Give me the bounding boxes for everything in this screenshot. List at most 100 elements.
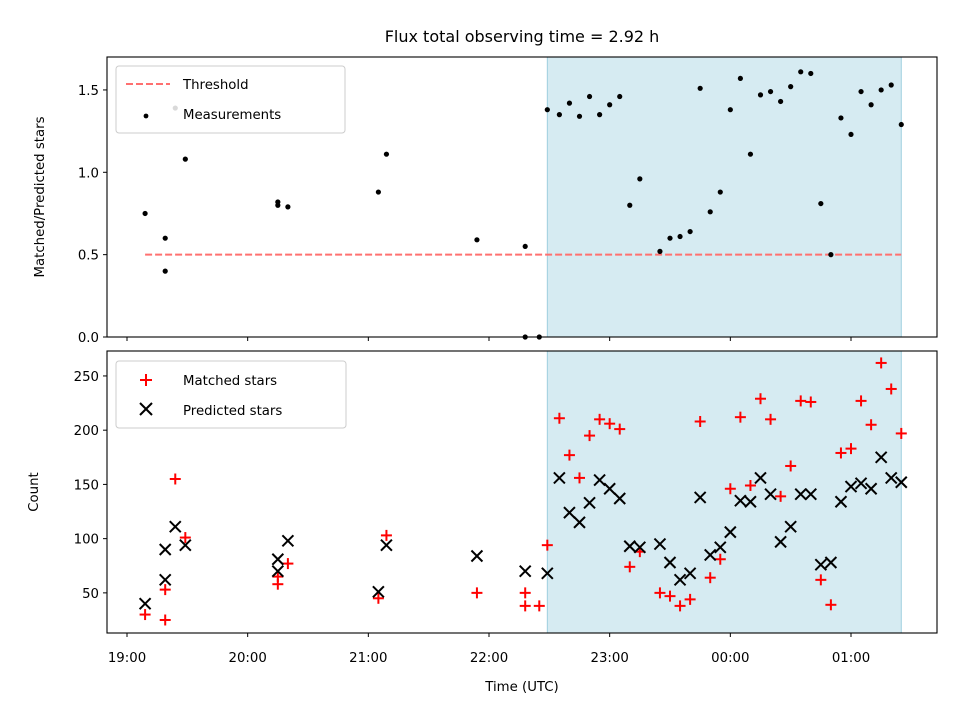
predicted-star-point (380, 538, 393, 552)
predicted-star-point (714, 541, 727, 554)
matched-star-point (563, 449, 575, 461)
matched-star-point (159, 584, 171, 596)
measurement-point (697, 85, 703, 91)
y-tick-label: 200 (74, 424, 99, 439)
measurement-point (657, 248, 663, 254)
measurement-point (727, 107, 733, 113)
predicted-star-point (895, 476, 908, 489)
predicted-star-point (764, 487, 777, 501)
measurement-point (888, 82, 894, 88)
matched-star-point (765, 413, 777, 425)
measurement-point (576, 113, 583, 119)
measurement-point (858, 88, 864, 95)
measurement-point (828, 252, 834, 258)
measurement-point (788, 84, 794, 90)
x-tick-label: 20:00 (229, 651, 267, 666)
predicted-star-point (864, 482, 878, 495)
measurement-point (848, 131, 854, 138)
matched-star-point (614, 423, 626, 435)
predicted-star-point (583, 496, 596, 510)
x-tick-label: 21:00 (349, 651, 387, 666)
predicted-star-point (794, 487, 807, 501)
legend-predicted-swatch (139, 402, 153, 416)
x-tick-label: 19:00 (108, 651, 146, 666)
measurement-point (285, 204, 291, 210)
observing-window-shade (546, 56, 902, 338)
legend-measurement-swatch (143, 113, 149, 119)
predicted-star-point (593, 473, 606, 487)
predicted-star-point (271, 553, 285, 566)
measurement-point (717, 189, 723, 195)
ratio-panel: 0.0 0.5 1.0 1.5 Matched/Predicted stars Thr… (33, 56, 938, 346)
predicted-star-point (518, 564, 532, 578)
y-tick-label: 50 (82, 587, 99, 602)
measurement-point (737, 75, 743, 82)
x-tick-label: 00:00 (711, 651, 749, 666)
matched-star-point (519, 587, 531, 599)
measurement-point (808, 70, 814, 77)
measurement-point (162, 235, 168, 241)
matched-star-point (282, 558, 294, 570)
matched-star-point (372, 592, 384, 604)
predicted-star-point (563, 506, 576, 519)
matched-star-point (594, 413, 606, 425)
predicted-star-point (159, 543, 172, 556)
matched-star-point (604, 418, 616, 430)
measurement-point (868, 102, 874, 108)
predicted-star-point (673, 573, 687, 587)
predicted-star-point (653, 537, 667, 551)
measurement-point (687, 228, 693, 235)
measurement-point (838, 115, 844, 121)
predicted-star-point (663, 556, 677, 569)
matched-star-point (795, 395, 807, 407)
matched-star-point (574, 472, 585, 484)
predicted-star-point (613, 492, 626, 505)
x-tick-label: 01:00 (832, 651, 870, 666)
count-x-ticks: 19:00 20:00 21:00 22:00 23:00 00:00 01:00 (108, 633, 870, 666)
ratio-legend: Threshold Measurements (115, 65, 346, 134)
predicted-star-point (885, 471, 898, 485)
predicted-star-points (138, 451, 908, 610)
measurement-point (767, 88, 774, 95)
matched-star-point (684, 593, 696, 605)
matched-star-point (785, 460, 797, 472)
matched-star-point (533, 600, 545, 612)
matched-star-point (855, 395, 867, 407)
measurement-points (142, 69, 904, 340)
measurement-point (617, 93, 623, 100)
matched-star-point (724, 483, 736, 495)
measurement-point (878, 87, 884, 93)
matched-star-point (139, 609, 151, 621)
matched-star-point (694, 416, 706, 427)
predicted-star-point (784, 520, 797, 533)
measurement-point (522, 243, 528, 250)
measurement-point (798, 69, 804, 75)
measurement-point (757, 92, 764, 98)
ratio-y-ticks: 0.0 0.5 1.0 1.5 (78, 84, 107, 346)
legend-predicted-label: Predicted stars (183, 404, 282, 419)
measurement-point (142, 210, 148, 217)
predicted-star-point (774, 535, 787, 549)
x-axis-label: Time (UTC) (484, 680, 559, 695)
measurement-point (162, 268, 168, 274)
predicted-star-point (834, 495, 848, 508)
measurement-point (677, 233, 683, 240)
measurement-point (275, 199, 281, 205)
matched-star-point (179, 532, 191, 544)
predicted-star-point (734, 494, 747, 507)
matched-star-point (541, 539, 553, 551)
matched-star-point (835, 447, 847, 459)
predicted-star-point (724, 525, 737, 539)
matched-star-point (755, 393, 766, 405)
measurement-point (182, 156, 188, 162)
measurement-point (707, 209, 713, 215)
matched-star-point (805, 396, 817, 408)
y-tick-label: 250 (74, 370, 99, 385)
measurement-point (566, 100, 573, 106)
matched-star-point (775, 490, 787, 502)
predicted-star-point (179, 538, 192, 552)
matched-star-point (704, 572, 716, 584)
matched-star-point (272, 571, 284, 583)
predicted-star-point (754, 471, 767, 485)
